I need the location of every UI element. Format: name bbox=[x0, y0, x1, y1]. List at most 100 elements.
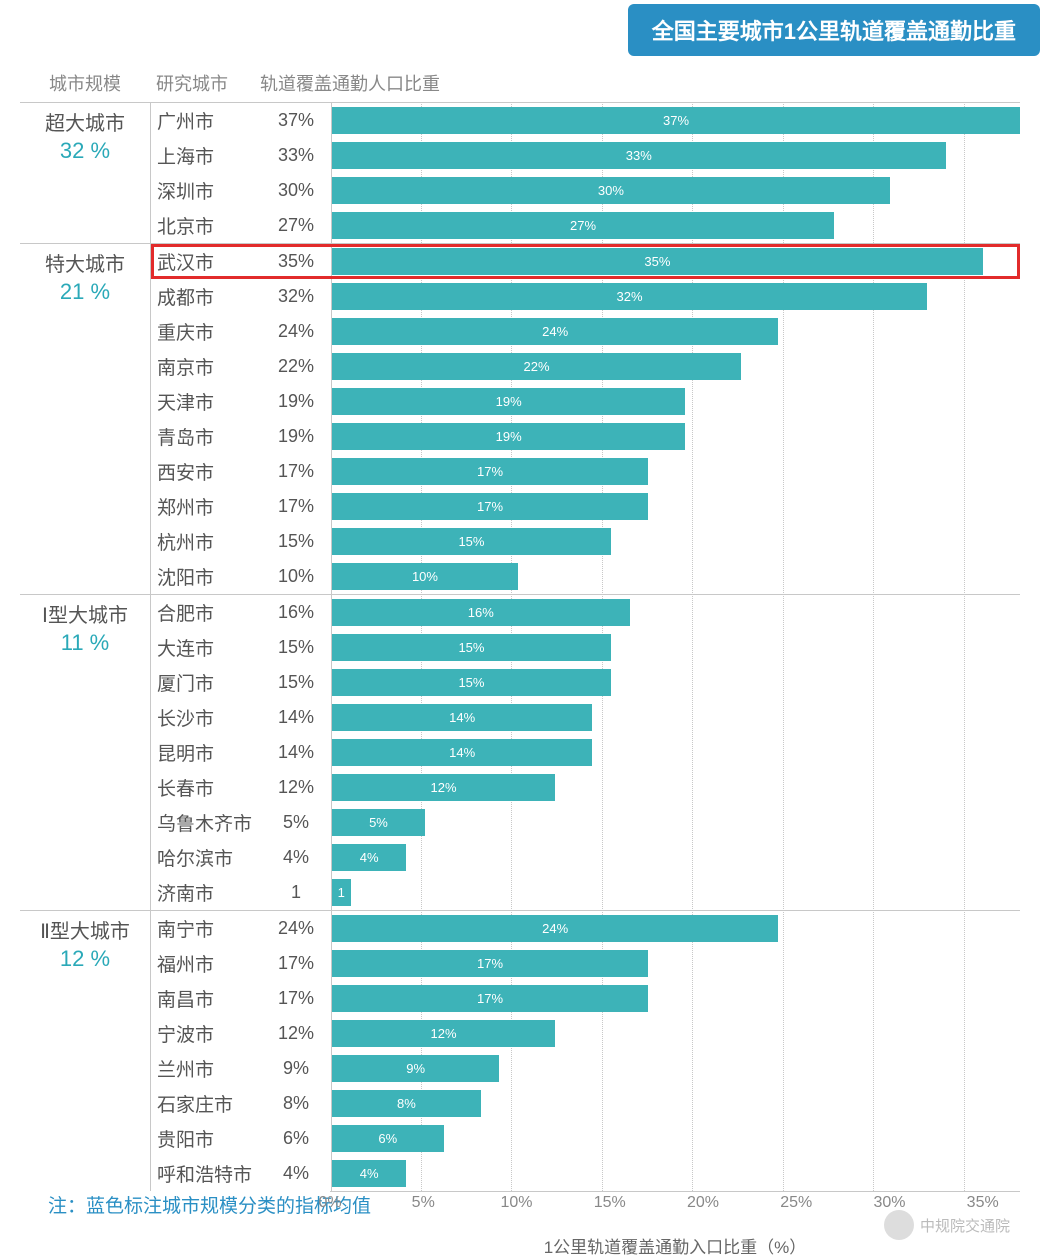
city-pct: 1 bbox=[261, 882, 331, 903]
table-row: 哈尔滨市4%4% bbox=[151, 840, 1020, 875]
table-row: 宁波市12%12% bbox=[151, 1016, 1020, 1051]
city-pct: 27% bbox=[261, 215, 331, 236]
header-pct: 轨道覆盖通勤人口比重 bbox=[260, 70, 440, 96]
bar-cell: 15% bbox=[331, 524, 1020, 559]
group-avg-pct: 12 % bbox=[20, 946, 150, 972]
bar: 19% bbox=[332, 388, 685, 415]
table-row: 成都市32%32% bbox=[151, 279, 1020, 314]
bar: 24% bbox=[332, 915, 778, 942]
bar-cell: 32% bbox=[331, 279, 1020, 314]
city-pct: 14% bbox=[261, 707, 331, 728]
city-name: 昆明市 bbox=[151, 739, 261, 766]
bar-cell: 37% bbox=[331, 103, 1020, 138]
table-row: 深圳市30%30% bbox=[151, 173, 1020, 208]
table-row: 广州市37%37% bbox=[151, 103, 1020, 138]
city-pct: 8% bbox=[261, 1093, 331, 1114]
city-name: 上海市 bbox=[151, 142, 261, 169]
city-name: 青岛市 bbox=[151, 423, 261, 450]
bar: 15% bbox=[332, 669, 611, 696]
x-tick: 25% bbox=[780, 1192, 812, 1212]
bar-cell: 6% bbox=[331, 1121, 1020, 1156]
table-row: 上海市33%33% bbox=[151, 138, 1020, 173]
bar-cell: 17% bbox=[331, 489, 1020, 524]
city-pct: 4% bbox=[261, 1163, 331, 1184]
group-avg-pct: 11 % bbox=[20, 630, 150, 656]
table-row: 沈阳市10%10% bbox=[151, 559, 1020, 594]
bar: 9% bbox=[332, 1055, 499, 1082]
city-name: 成都市 bbox=[151, 283, 261, 310]
bar: 10% bbox=[332, 563, 518, 590]
watermark-icon bbox=[884, 1210, 914, 1240]
bar-cell: 4% bbox=[331, 840, 1020, 875]
bar-cell: 15% bbox=[331, 630, 1020, 665]
table-row: 天津市19%19% bbox=[151, 384, 1020, 419]
table-row: 长沙市14%14% bbox=[151, 700, 1020, 735]
group-name: 特大城市 bbox=[20, 248, 150, 277]
watermark-text: 中规院交通院 bbox=[920, 1215, 1010, 1236]
bar: 35% bbox=[332, 248, 983, 275]
bar: 33% bbox=[332, 142, 946, 169]
table-row: 合肥市16%16% bbox=[151, 595, 1020, 630]
groups: 超大城市32 %广州市37%37%上海市33%33%深圳市30%30%北京市27… bbox=[20, 102, 1020, 1191]
chart-title: 全国主要城市1公里轨道覆盖通勤比重 bbox=[628, 4, 1040, 56]
bar: 17% bbox=[332, 985, 648, 1012]
city-name: 乌鲁木齐市 bbox=[151, 809, 261, 836]
city-name: 南昌市 bbox=[151, 985, 261, 1012]
city-pct: 6% bbox=[261, 1128, 331, 1149]
bar: 17% bbox=[332, 950, 648, 977]
bar: 4% bbox=[332, 1160, 406, 1187]
city-pct: 12% bbox=[261, 1023, 331, 1044]
city-name: 济南市 bbox=[151, 879, 261, 906]
x-tick: 35% bbox=[967, 1192, 999, 1212]
city-pct: 17% bbox=[261, 953, 331, 974]
table-row: 郑州市17%17% bbox=[151, 489, 1020, 524]
group-label: 超大城市32 % bbox=[20, 103, 150, 243]
city-pct: 19% bbox=[261, 426, 331, 447]
group-block: 超大城市32 %广州市37%37%上海市33%33%深圳市30%30%北京市27… bbox=[20, 102, 1020, 243]
table-row: 北京市27%27% bbox=[151, 208, 1020, 243]
bar-cell: 12% bbox=[331, 1016, 1020, 1051]
table-row: 石家庄市8%8% bbox=[151, 1086, 1020, 1121]
city-pct: 37% bbox=[261, 110, 331, 131]
bar: 17% bbox=[332, 493, 648, 520]
table-row: 南京市22%22% bbox=[151, 349, 1020, 384]
x-tick: 30% bbox=[873, 1192, 905, 1212]
city-name: 福州市 bbox=[151, 950, 261, 977]
group-avg-pct: 21 % bbox=[20, 279, 150, 305]
bar-cell: 5% bbox=[331, 805, 1020, 840]
bar-cell: 35% bbox=[331, 244, 1020, 279]
bar-cell: 19% bbox=[331, 384, 1020, 419]
bar: 30% bbox=[332, 177, 890, 204]
bar-cell: 12% bbox=[331, 770, 1020, 805]
group-rows: 合肥市16%16%大连市15%15%厦门市15%15%长沙市14%14%昆明市1… bbox=[150, 595, 1020, 910]
chart-area: 城市规模 研究城市 轨道覆盖通勤人口比重 超大城市32 %广州市37%37%上海… bbox=[20, 70, 1020, 1258]
city-name: 南京市 bbox=[151, 353, 261, 380]
bar: 12% bbox=[332, 1020, 555, 1047]
table-row: 重庆市24%24% bbox=[151, 314, 1020, 349]
x-tick: 15% bbox=[594, 1192, 626, 1212]
x-tick: 5% bbox=[412, 1192, 435, 1212]
group-name: 超大城市 bbox=[20, 107, 150, 136]
city-name: 大连市 bbox=[151, 634, 261, 661]
bar: 4% bbox=[332, 844, 406, 871]
table-row: 济南市11 bbox=[151, 875, 1020, 910]
city-name: 重庆市 bbox=[151, 318, 261, 345]
bar-cell: 33% bbox=[331, 138, 1020, 173]
bar-cell: 1 bbox=[331, 875, 1020, 910]
city-pct: 9% bbox=[261, 1058, 331, 1079]
bar: 14% bbox=[332, 739, 592, 766]
city-pct: 12% bbox=[261, 777, 331, 798]
table-row: 福州市17%17% bbox=[151, 946, 1020, 981]
city-pct: 15% bbox=[261, 531, 331, 552]
city-pct: 19% bbox=[261, 391, 331, 412]
city-pct: 5% bbox=[261, 812, 331, 833]
group-label: Ⅰ型大城市11 % bbox=[20, 595, 150, 910]
table-row: 西安市17%17% bbox=[151, 454, 1020, 489]
bar-cell: 22% bbox=[331, 349, 1020, 384]
city-pct: 22% bbox=[261, 356, 331, 377]
bar-cell: 19% bbox=[331, 419, 1020, 454]
table-row: 昆明市14%14% bbox=[151, 735, 1020, 770]
bar: 16% bbox=[332, 599, 630, 626]
bar-cell: 16% bbox=[331, 595, 1020, 630]
city-name: 郑州市 bbox=[151, 493, 261, 520]
